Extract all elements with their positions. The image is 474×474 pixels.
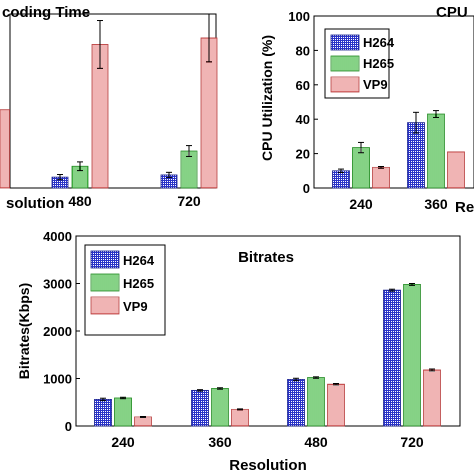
- x-tick-label: 480: [68, 193, 92, 209]
- x-axis-label: Resolution: [229, 457, 307, 474]
- legend-swatch-h265: [330, 55, 360, 72]
- error-bar-vp9-480: [333, 382, 339, 386]
- error-bar-h265-480: [313, 376, 319, 379]
- error-bar-h265-720: [186, 145, 192, 157]
- error-bar-h265-240: [120, 396, 126, 400]
- error-bar-vp9-240: [140, 416, 146, 418]
- legend-swatch-h264: [90, 250, 120, 269]
- bar-h265-480: [307, 377, 325, 427]
- legend-label-h264: H264: [123, 253, 155, 268]
- panel-cpu-utilization: CPU CPU Utilization (%) Re 020406080100 …: [259, 4, 474, 216]
- bar-vp9-240: [134, 416, 152, 427]
- x-axis-label: Re: [455, 199, 474, 216]
- y-tick-label: 100: [288, 9, 310, 24]
- bar-h264-240: [332, 170, 350, 189]
- error-bar-vp9-360: [237, 408, 243, 411]
- bar-h265-240: [114, 397, 132, 427]
- y-axis-label: CPU Utilization (%): [259, 35, 275, 161]
- bar-h265-720: [403, 284, 421, 427]
- y-tick-label: 60: [296, 78, 310, 93]
- legend-swatch-h265: [90, 273, 120, 292]
- error-bar-h264-360: [197, 389, 203, 392]
- bar-h264-360: [191, 389, 209, 427]
- y-tick-label: 0: [303, 181, 310, 196]
- x-tick-label: 360: [208, 434, 232, 450]
- error-bar-h264-240: [100, 397, 106, 402]
- legend-label-h264: H264: [363, 35, 395, 50]
- bars: [332, 110, 465, 189]
- error-bar-h265-240: [358, 141, 364, 154]
- y-tick-label: 3000: [43, 277, 72, 292]
- bar-h264-240: [94, 398, 112, 427]
- bar-vp9-360: [231, 408, 249, 427]
- error-bar-h264-360: [413, 111, 419, 134]
- legend: H264 H265 VP9: [324, 28, 395, 99]
- bar-vp9-480: [327, 383, 345, 427]
- bar-h265-360: [211, 388, 229, 427]
- bar-vp9-360: [447, 151, 465, 189]
- error-bar-h264-480: [57, 174, 63, 181]
- legend-swatch-vp9: [90, 296, 120, 315]
- y-tick-label: 4000: [43, 229, 72, 244]
- bar-vp9-720: [423, 369, 441, 427]
- bar-h264-720: [383, 289, 401, 427]
- x-tick-label: 720: [400, 434, 424, 450]
- y-tick-label: 40: [296, 112, 310, 127]
- error-bar-vp9-240: [378, 166, 384, 169]
- bar-h265-240: [352, 147, 370, 189]
- bar-vp9-cropped: [0, 109, 10, 189]
- error-bar-vp9-720: [206, 13, 212, 63]
- y-tick-label: 0: [65, 419, 72, 434]
- error-bar-vp9-480: [97, 20, 103, 69]
- error-bar-h264-240: [338, 168, 344, 174]
- error-bar-h265-720: [409, 283, 415, 286]
- panel-bitrates: Bitrates Bitrates(Kbps) Resolution 0 1000…: [16, 229, 461, 474]
- legend-swatch-vp9: [330, 76, 360, 93]
- legend-label-h265: H265: [123, 276, 154, 291]
- y-tick-labels: 0 20 40 60 80 100: [288, 9, 310, 196]
- y-tick-label: 80: [296, 43, 310, 58]
- error-bar-h265-360: [433, 110, 439, 118]
- legend-label-h265: H265: [363, 56, 394, 71]
- x-tick-labels: 240 360: [349, 196, 448, 212]
- error-bar-h264-720: [166, 171, 172, 179]
- y-tick-label: 1000: [43, 372, 72, 387]
- bars: [94, 283, 441, 427]
- panel-title: Bitrates: [238, 249, 294, 266]
- error-bar-h265-360: [217, 387, 223, 390]
- plot-frame: [313, 15, 474, 189]
- error-bar-h264-480: [293, 377, 299, 382]
- y-axis-label: Bitrates(Kbps): [16, 283, 32, 379]
- bar-h264-480: [287, 379, 305, 427]
- legend-label-vp9: VP9: [363, 77, 388, 92]
- error-bar-h265-480: [77, 161, 83, 172]
- x-tick-label: 240: [349, 196, 373, 212]
- panel-title: CPU: [436, 4, 468, 21]
- y-tick-label: 20: [296, 147, 310, 162]
- error-bar-h264-720: [389, 288, 395, 292]
- x-tick-label: 360: [424, 196, 448, 212]
- x-tick-label: 720: [177, 193, 201, 209]
- x-tick-labels: 480 720: [68, 193, 201, 209]
- panel-title: coding Time: [2, 4, 90, 21]
- y-tick-label: 2000: [43, 324, 72, 339]
- x-axis-label: solution: [6, 195, 64, 212]
- legend-label-vp9: VP9: [123, 299, 148, 314]
- error-bar-vp9-720: [429, 368, 435, 372]
- bar-vp9-240: [372, 166, 390, 189]
- panel-encoding-time: coding Time solution 480 720: [0, 4, 218, 212]
- legend: H264 H265 VP9: [84, 244, 166, 336]
- legend-swatch-h264: [330, 34, 360, 51]
- x-tick-label: 480: [304, 434, 328, 450]
- x-tick-labels: 240 360 480 720: [111, 434, 424, 450]
- bars: [0, 13, 218, 189]
- x-tick-label: 240: [111, 434, 135, 450]
- y-tick-labels: 0 1000 2000 3000 4000: [43, 229, 72, 434]
- bar-h265-360: [427, 113, 445, 189]
